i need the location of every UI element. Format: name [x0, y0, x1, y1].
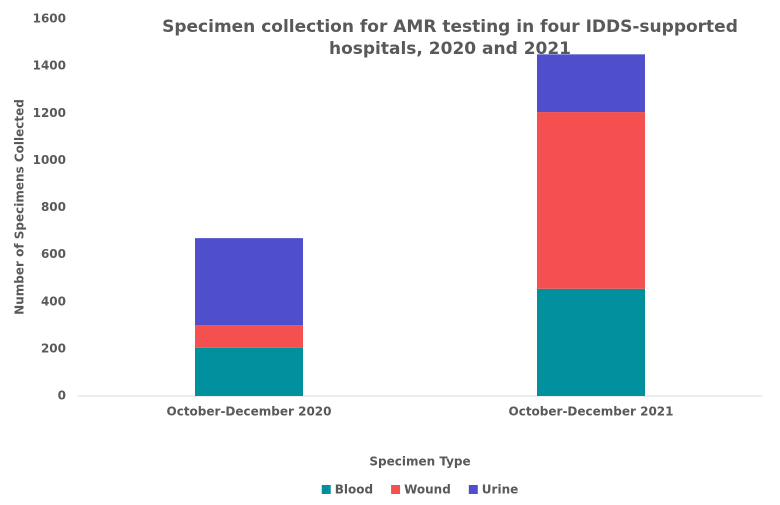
chart-title: Specimen collection for AMR testing in f… — [162, 17, 738, 59]
legend-label: Urine — [482, 483, 518, 497]
y-tick-label: 800 — [41, 200, 66, 214]
x-axis-title: Specimen Type — [369, 455, 470, 469]
legend-label: Wound — [404, 483, 451, 497]
y-tick-label: 1200 — [33, 106, 66, 120]
y-tick-label: 0 — [58, 389, 66, 403]
x-tick-label: October-December 2021 — [509, 405, 674, 419]
y-tick-label: 200 — [41, 341, 66, 355]
bar-segment — [537, 54, 645, 113]
x-tick-label: October-December 2020 — [167, 405, 332, 419]
bar-segment — [195, 238, 303, 326]
legend-label: Blood — [335, 483, 373, 497]
y-tick-label: 600 — [41, 247, 66, 261]
legend-swatch — [391, 485, 401, 494]
legend-swatch — [468, 485, 478, 494]
bar-segment — [537, 112, 645, 289]
y-tick-label: 1600 — [33, 12, 66, 26]
y-tick-label: 1000 — [33, 153, 66, 167]
legend-swatch — [321, 485, 331, 494]
bar-segment — [195, 347, 303, 396]
y-tick-label: 400 — [41, 294, 66, 308]
bar-segment — [195, 325, 303, 348]
y-axis-title: Number of Specimens Collected — [13, 99, 27, 315]
bar-segment — [537, 288, 645, 396]
y-tick-label: 1400 — [33, 59, 66, 73]
